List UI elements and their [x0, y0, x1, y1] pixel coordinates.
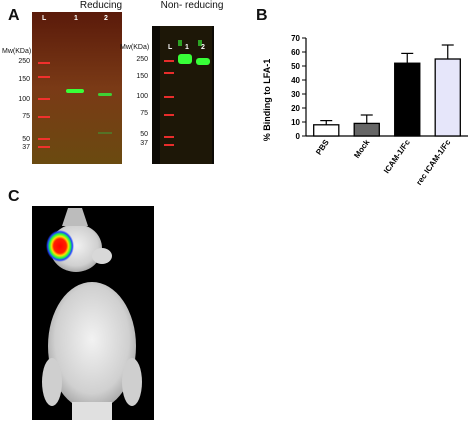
y-tick-label: 40 — [291, 76, 300, 85]
reducing-mw-75: 75 — [22, 113, 30, 120]
y-tick-label: 50 — [291, 62, 300, 71]
reducing-mw-100: 100 — [18, 96, 30, 103]
x-tick-label: ICAM-1/Fc — [382, 138, 412, 176]
x-tick-label: Mock — [352, 138, 371, 160]
nonreducing-lane-l: L — [168, 44, 173, 51]
y-tick-label: 0 — [296, 132, 301, 141]
bars-group — [313, 44, 461, 137]
reducing-lane-2: 2 — [104, 15, 108, 22]
mouse-bioluminescence-image — [32, 206, 154, 420]
x-tick-label: PBS — [314, 137, 331, 156]
binding-bar-chart: % Binding to LFA-1 0 10 20 30 40 50 60 70 PBS Mo… — [262, 34, 468, 187]
bar-rec-icam-1-fc — [434, 58, 461, 137]
reducing-mw-250: 250 — [18, 58, 30, 65]
nonreducing-mw-150: 150 — [136, 73, 148, 80]
reducing-lane-l: L — [42, 15, 47, 22]
y-tick-label: 10 — [291, 118, 300, 127]
y-tick-label: 70 — [291, 34, 300, 43]
nonreducing-mw-100: 100 — [136, 93, 148, 100]
bar-mock — [353, 122, 380, 137]
bar-icam-1-fc — [394, 62, 421, 137]
reducing-mw-header: Mw(KDa) — [2, 48, 32, 55]
nonreducing-mw-header: Mw(KDa) — [120, 44, 150, 51]
reducing-lane-1: 1 — [74, 15, 78, 22]
reducing-mw-37: 37 — [22, 144, 30, 151]
luminescence-signal — [46, 230, 74, 262]
nonreducing-lane-1: 1 — [185, 44, 189, 51]
panel-b-letter: B — [256, 7, 268, 24]
reducing-gel-title: Reducing — [79, 0, 123, 11]
y-tick-label: 60 — [291, 48, 300, 57]
y-axis-label: % Binding to LFA-1 — [262, 59, 272, 142]
nonreducing-lane-2: 2 — [201, 44, 205, 51]
reducing-mw-150: 150 — [18, 76, 30, 83]
panel-a-letter: A — [8, 7, 20, 24]
nonreducing-mw-37: 37 — [140, 140, 148, 147]
y-tick-label: 30 — [291, 90, 300, 99]
panel-c-letter: C — [8, 188, 20, 205]
bar-pbs — [313, 124, 340, 137]
nonreducing-mw-50: 50 — [140, 131, 148, 138]
x-tick-label: rec ICAM-1/Fc — [414, 138, 452, 187]
reducing-gel-image — [32, 12, 122, 164]
nonreducing-mw-250: 250 — [136, 56, 148, 63]
nonreducing-gel-title: Non- reducing — [160, 0, 224, 11]
reducing-mw-50: 50 — [22, 136, 30, 143]
nonreducing-mw-75: 75 — [140, 110, 148, 117]
x-axis-labels: PBS Mock ICAM-1/Fc rec ICAM-1/Fc — [314, 137, 453, 186]
y-tick-label: 20 — [291, 104, 300, 113]
nonreducing-gel-image — [152, 26, 214, 164]
